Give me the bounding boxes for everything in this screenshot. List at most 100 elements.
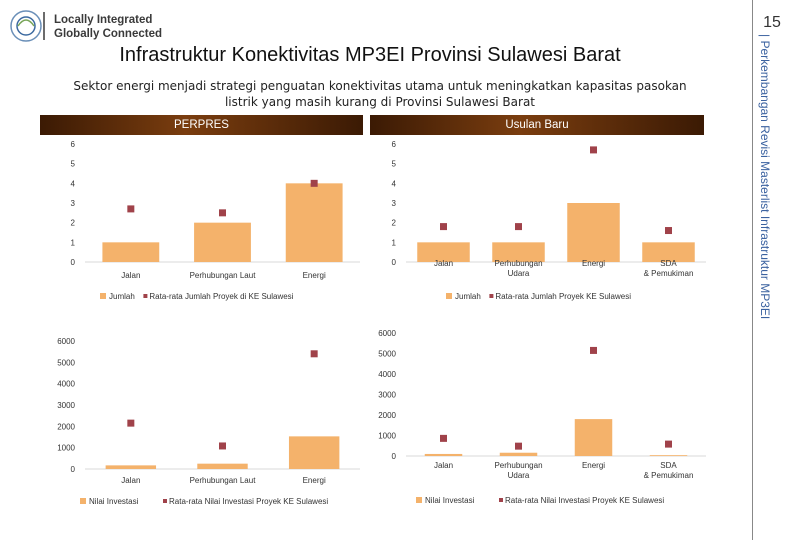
legend-swatch-marker [489,294,494,298]
marker-sda-pemukiman [665,440,672,448]
y-tick-label: 3000 [57,401,75,410]
marker-perhubungan-laut [219,209,226,217]
legend-label-marker: Rata-rata Nilai Investasi Proyek KE Sula… [505,496,664,505]
legend-label-bar: Jumlah [109,292,135,301]
x-tick-label-energi: Energi [582,461,605,470]
legend-swatch-marker [499,498,503,502]
bar-sda-pemukiman [642,242,695,262]
y-tick-label: 5000 [57,358,75,367]
chart-perpres-investasi: 0 1000 2000 3000 4000 5000 6000 Jalan Perhubunga… [57,337,360,506]
y-tick-label: 4 [392,179,397,188]
y-tick-label: 0 [392,452,397,461]
legend-label-marker: Rata-rata Jumlah Proyek KE Sulawesi [495,292,631,301]
y-tick-label: 0 [392,258,397,267]
marker-perhubungan-laut [219,442,226,450]
legend-label-bar: Nilai Investasi [89,497,139,506]
x-tick-label-perhubungan-udara: Perhubungan Udara [494,259,542,278]
y-tick-label: 1000 [378,432,396,441]
bar-jalan [424,453,463,456]
perpres-header: PERPRES [40,115,363,135]
page-title: Infrastruktur Konektivitas MP3EI Provins… [119,44,621,66]
marker-energi [310,179,318,187]
marker-perhubungan-udara [515,223,522,231]
bar-jalan [102,242,160,262]
y-tick-label: 5000 [378,350,396,359]
y-tick-label: 4 [71,179,76,188]
x-tick-label-perhubungan-udara: Perhubungan Udara [494,461,542,480]
sidebar [752,0,792,540]
legend-swatch-bar [100,293,106,299]
y-tick-label: 2 [392,219,397,228]
legend-swatch-bar [446,293,452,299]
bar-perhubungan-laut [197,463,248,469]
marker-perhubungan-udara [515,442,522,450]
marker-sda-pemukiman [665,227,672,235]
marker-energi [590,346,597,354]
legend-label-bar: Nilai Investasi [425,496,475,505]
marker-jalan [440,434,447,442]
y-tick-label: 6 [392,140,397,149]
bar-energi [288,436,340,469]
x-tick-label-jalan: Jalan [121,271,140,280]
x-tick-label-jalan: Jalan [121,476,140,485]
sidebar-divider [752,0,753,540]
x-tick-label-jalan: Jalan [434,259,453,268]
legend-label-bar: Jumlah [455,292,481,301]
legend-swatch-marker [143,294,148,298]
chart-perpres-jumlah: 0 1 2 3 4 5 6 Jalan Perhubungan Laut Energi Jumlah… [71,140,360,301]
y-tick-label: 2000 [378,411,396,420]
logo: Locally Integrated Globally Connected [8,8,162,44]
bar-energi [567,203,620,262]
y-tick-label: 0 [71,258,76,267]
y-tick-label: 6000 [378,329,396,338]
legend-swatch-marker [163,499,167,503]
x-tick-label-sda-pemukiman: SDA & Pemukiman [644,259,694,278]
y-tick-label: 4000 [57,380,75,389]
legend-label-marker: Rata-rata Jumlah Proyek di KE Sulawesi [149,292,293,301]
y-tick-label: 2000 [57,422,75,431]
y-tick-label: 6 [71,140,76,149]
sidebar-caption: | Perkembangan Revisi Masterlist Infrast… [758,34,772,320]
y-tick-label: 0 [71,465,76,474]
y-tick-label: 3000 [378,391,396,400]
bar-energi [574,419,613,456]
y-tick-label: 4000 [378,370,396,379]
y-tick-label: 6000 [57,337,75,346]
legend-swatch-bar [80,498,86,504]
legend-swatch-bar [416,497,422,503]
usulan-baru-header: Usulan Baru [370,115,704,135]
x-tick-label-jalan: Jalan [434,461,453,470]
x-tick-label-perhubungan-laut: Perhubungan Laut [190,476,257,485]
marker-energi [310,350,318,358]
legend-label-marker: Rata-rata Nilai Investasi Proyek KE Sula… [169,497,328,506]
bar-perhubungan-udara [492,242,545,262]
marker-jalan [440,223,447,231]
chart-usulan-jumlah: 0 1 2 3 4 5 6 Jalan Perhubungan Udara Energi SDA & P… [392,140,706,301]
y-tick-label: 1 [392,238,397,247]
bar-energi [285,183,343,262]
logo-line-1: Locally Integrated [54,14,153,26]
page-subtitle: Sektor energi menjadi strategi penguatan… [73,79,687,109]
bar-perhubungan-laut [194,222,251,262]
y-tick-label: 1 [71,238,76,247]
bar-jalan [105,465,157,469]
x-tick-label-energi: Energi [303,476,326,485]
x-tick-label-energi: Energi [303,271,326,280]
y-tick-label: 5 [71,160,76,169]
x-tick-label-sda-pemukiman: SDA & Pemukiman [644,461,694,480]
y-tick-label: 1000 [57,444,75,453]
y-tick-label: 3 [71,199,76,208]
y-tick-label: 5 [392,160,397,169]
page-number: 15 [763,14,781,31]
marker-jalan [127,419,135,427]
bar-perhubungan-udara [499,452,538,456]
bar-jalan [417,242,470,262]
x-tick-label-energi: Energi [582,259,605,268]
logo-icon [10,10,45,42]
x-tick-label-perhubungan-laut: Perhubungan Laut [190,271,257,280]
logo-line-2: Globally Connected [54,28,162,40]
marker-energi [590,146,597,154]
y-tick-label: 2 [71,219,76,228]
y-tick-label: 3 [392,199,397,208]
bar-sda-pemukiman [649,455,688,456]
